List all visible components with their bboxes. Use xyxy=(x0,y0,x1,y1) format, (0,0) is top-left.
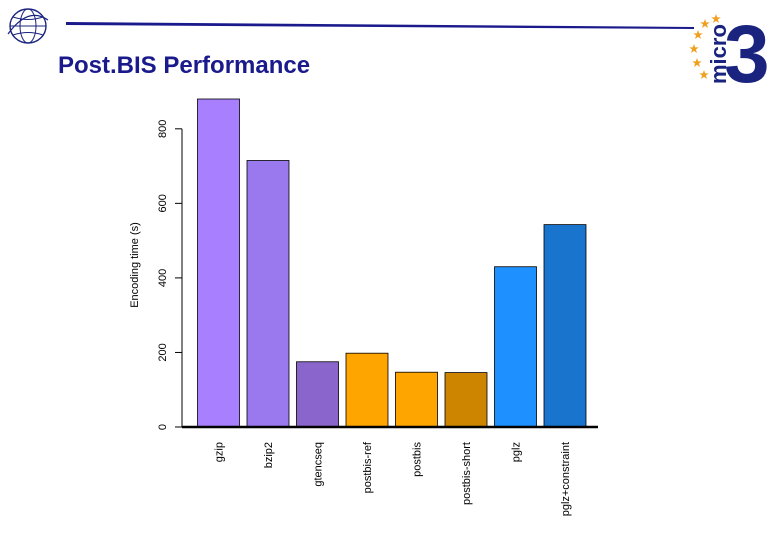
brand-logo: 3 micro xyxy=(689,9,770,90)
x-tick-label: gzip xyxy=(214,442,226,462)
bar-bzip2 xyxy=(246,160,290,428)
bar-gzip xyxy=(197,98,240,428)
bar-gtencseq xyxy=(296,361,339,428)
bar-postbis-ref xyxy=(345,352,389,428)
bar-postbis-short xyxy=(444,372,488,428)
y-tick-label: 200 xyxy=(157,343,169,361)
x-tick-label: pglz xyxy=(511,442,523,462)
bar-pglz xyxy=(494,266,537,428)
header-rule xyxy=(66,22,694,29)
y-tick-label: 0 xyxy=(157,424,169,430)
bar-pglz-constraint xyxy=(543,224,587,428)
x-tick-label: bzip2 xyxy=(263,442,275,468)
brand-text: micro xyxy=(706,24,731,84)
eu-stars-icon xyxy=(689,14,721,79)
globe-logo-icon xyxy=(7,8,49,44)
y-axis-label: Encoding time (s) xyxy=(129,222,141,308)
x-tick-label: gtencseq xyxy=(313,442,325,487)
x-tick-label: postbis xyxy=(412,442,424,477)
y-tick-label: 600 xyxy=(157,194,169,212)
brand-number: 3 xyxy=(724,9,770,90)
x-tick-label: postbis-ref xyxy=(362,441,374,493)
x-tick-label: pglz+constraint xyxy=(560,442,572,516)
x-tick-label: postbis-short xyxy=(461,442,473,505)
y-tick-label: 400 xyxy=(157,269,169,287)
slide-title: Post.BIS Performance xyxy=(58,52,311,79)
y-tick-label: 800 xyxy=(157,120,169,138)
bar-postbis xyxy=(395,371,438,428)
